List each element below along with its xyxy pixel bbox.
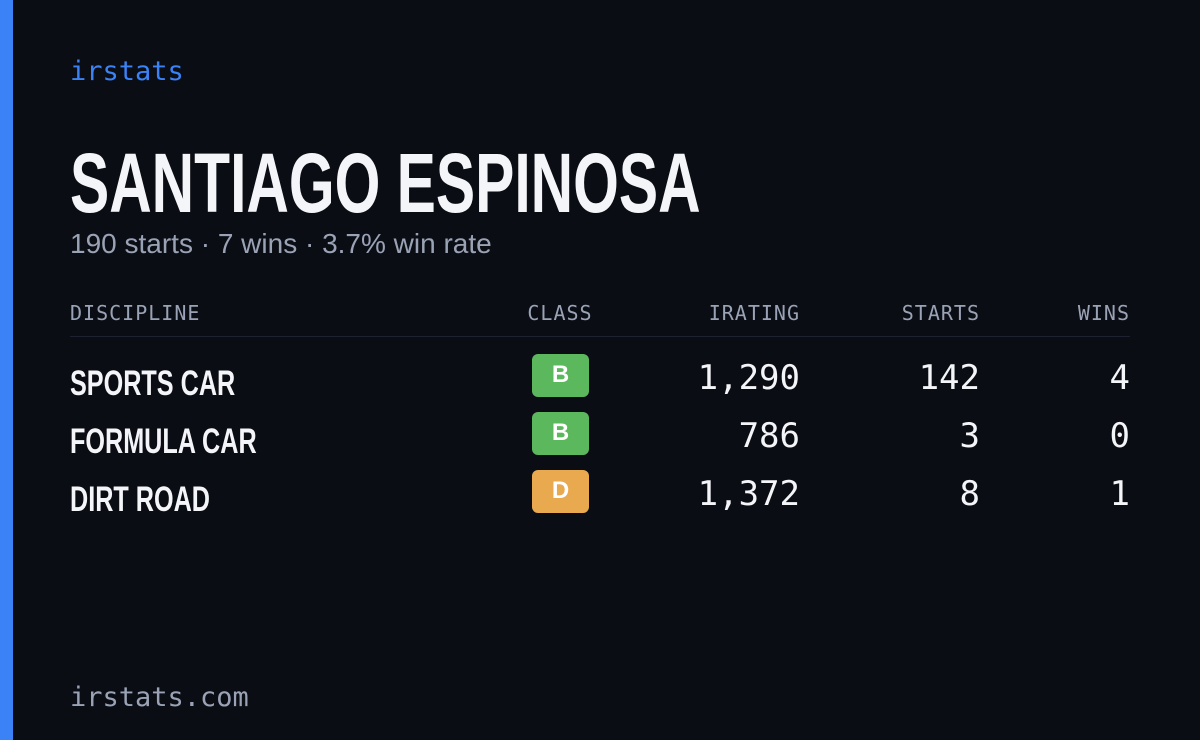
irating: 1,372 bbox=[697, 474, 800, 514]
discipline: SPORTS CAR bbox=[70, 364, 236, 403]
wins: 4 bbox=[1109, 358, 1130, 398]
wins: 0 bbox=[1109, 416, 1130, 456]
discipline: FORMULA CAR bbox=[70, 422, 257, 461]
irating: 786 bbox=[738, 416, 800, 456]
header-rule bbox=[70, 336, 1130, 337]
header-cell: CLASS bbox=[527, 301, 593, 325]
summary: 190 starts · 7 wins · 3.7% win rate bbox=[70, 228, 492, 259]
header-cell: WINS bbox=[1077, 301, 1130, 325]
header-cell: DISCIPLINE bbox=[70, 301, 201, 325]
header-cell: IRATING bbox=[708, 301, 800, 325]
class-badge: B bbox=[532, 412, 589, 455]
irating: 1,290 bbox=[697, 358, 800, 398]
starts: 8 bbox=[959, 474, 980, 514]
header-cell: STARTS bbox=[901, 301, 980, 325]
class-badge: B bbox=[532, 354, 589, 397]
starts: 142 bbox=[918, 358, 980, 398]
accent-bar bbox=[0, 0, 13, 740]
starts: 3 bbox=[959, 416, 980, 456]
class-badge: D bbox=[532, 470, 589, 513]
player-name: SANTIAGO ESPINOSA bbox=[70, 136, 701, 230]
wins: 1 bbox=[1109, 474, 1130, 514]
discipline: DIRT ROAD bbox=[70, 480, 210, 519]
footer: irstats.com bbox=[70, 682, 249, 713]
brand: irstats bbox=[70, 56, 184, 87]
